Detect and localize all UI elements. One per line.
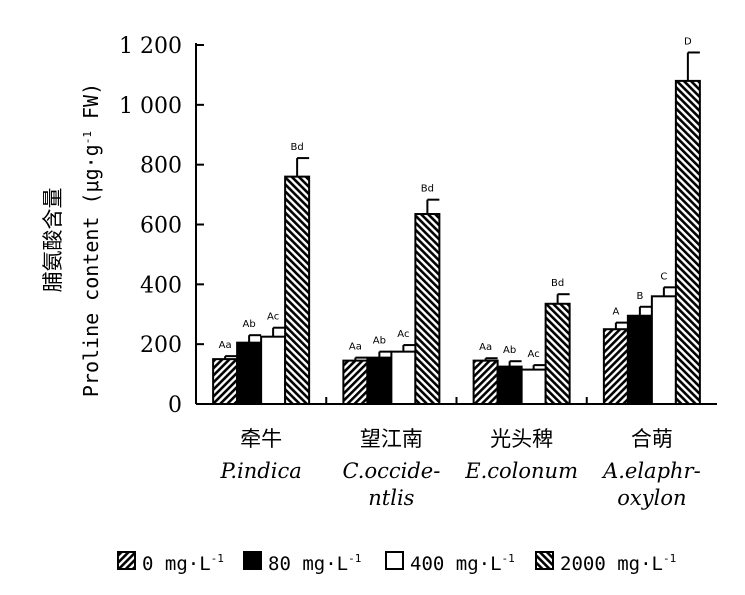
bar — [472, 359, 499, 405]
y-tick-label: 1 000 — [119, 94, 182, 119]
y-axis-title: 脯氨酸含量 Proline content (μg·g-1 FW) — [41, 83, 103, 397]
y-axis-title-zh: 脯氨酸含量 — [41, 188, 65, 293]
significance-label: Aa — [219, 340, 232, 351]
y-tick-label: 0 — [168, 393, 182, 418]
bar — [650, 295, 677, 405]
legend: 0 mg·L-1 80 mg·L-1 400 mg·L-1 2000 mg·L-1 — [117, 551, 676, 575]
significance-label: Ac — [397, 329, 409, 340]
significance-label: C — [660, 271, 667, 282]
category-label-zh: 望江南 — [360, 427, 423, 451]
y-tick-label: 400 — [140, 273, 182, 298]
y-tick-label: 200 — [140, 333, 182, 358]
significance-label: Aa — [349, 342, 362, 353]
bar — [390, 350, 417, 406]
bar — [602, 328, 629, 406]
significance-label: Ac — [528, 349, 540, 360]
bar — [342, 359, 369, 405]
category-label-zh: 牵牛 — [240, 427, 282, 451]
legend-label: 0 mg·L-1 — [142, 552, 224, 575]
y-axis-title-en: Proline content (μg·g-1 FW) — [79, 83, 103, 397]
y-tick-label: 1 200 — [119, 34, 182, 59]
legend-swatch — [117, 551, 136, 570]
bar — [414, 213, 441, 405]
legend-label: 400 mg·L-1 — [410, 552, 515, 575]
significance-label: Ab — [373, 336, 386, 347]
legend-label: 80 mg·L-1 — [268, 552, 361, 575]
category-label-zh: 合萌 — [631, 427, 673, 451]
significance-label: Ac — [267, 312, 279, 323]
legend-swatch — [535, 551, 554, 570]
bar — [496, 365, 523, 405]
category-label-zh: 光头稗 — [490, 427, 553, 451]
bar — [284, 175, 311, 405]
significance-label: D — [684, 36, 692, 47]
legend-swatch — [243, 551, 262, 570]
bar — [212, 358, 239, 405]
significance-label: B — [636, 291, 643, 302]
legend-swatch — [385, 551, 404, 570]
bar — [366, 356, 393, 406]
significance-label: Ab — [503, 345, 516, 356]
category-label-en: P.indica — [220, 459, 302, 483]
significance-label: Bd — [551, 278, 564, 289]
significance-label: Bd — [421, 184, 434, 195]
y-tick-label: 800 — [140, 154, 182, 179]
bar — [674, 79, 701, 406]
significance-label: Ab — [243, 319, 256, 330]
bar — [626, 314, 653, 405]
bar — [520, 368, 547, 405]
bar — [260, 335, 287, 405]
category-label-en: A.elaphr- — [601, 459, 701, 483]
category-label-en: oxylon — [617, 486, 686, 510]
bar — [236, 341, 263, 406]
significance-label: A — [612, 307, 619, 318]
category-label-en: E.colonum — [464, 459, 578, 483]
bars: Aa Ab Ac Bd Aa Ab Ac Bd Aa Ab Ac Bd A B C D — [212, 36, 701, 406]
significance-label: Bd — [291, 142, 304, 153]
category-labels: 牵牛 P.indica 望江南 C.occide-ntlis 光头稗 E.colonum 合… — [220, 427, 701, 510]
category-label-en: ntlis — [368, 486, 414, 510]
y-tick-label: 600 — [140, 214, 182, 239]
category-label-en: C.occide- — [342, 459, 440, 483]
bar — [544, 302, 571, 406]
legend-label: 2000 mg·L-1 — [560, 552, 676, 575]
significance-label: Aa — [479, 342, 492, 353]
